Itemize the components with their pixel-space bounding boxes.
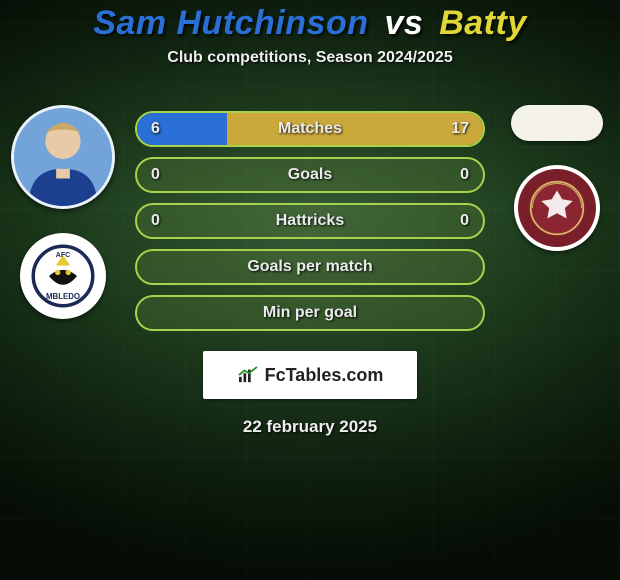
comparison-arena: MBLEDO AFC 6 Matches 17 0 Goals 0 0 Hattricks 0 G… [0, 111, 620, 437]
content: Sam Hutchinson vs Batty Club competition… [0, 0, 620, 437]
stat-value-right: 17 [451, 120, 469, 138]
stat-value-right: 0 [460, 212, 469, 230]
player1-avatar [11, 105, 115, 209]
title-player2: Batty [439, 4, 527, 42]
brand-text: FcTables.com [265, 365, 384, 386]
date: 22 february 2025 [0, 417, 620, 437]
player1-club-crest: MBLEDO AFC [20, 233, 106, 319]
player2-avatar-placeholder [511, 105, 603, 141]
stat-rows: 6 Matches 17 0 Goals 0 0 Hattricks 0 Goals per ma… [135, 111, 485, 331]
stat-label: Min per goal [263, 304, 357, 322]
brand-box: FcTables.com [203, 351, 417, 399]
chart-icon [237, 366, 259, 384]
stat-label: Matches [278, 120, 342, 138]
title-player1: Sam Hutchinson [93, 4, 368, 42]
right-column [502, 105, 612, 251]
title-vs: vs [384, 4, 423, 42]
player2-club-crest [514, 165, 600, 251]
left-column: MBLEDO AFC [8, 105, 118, 319]
stat-value-left: 0 [151, 166, 160, 184]
stat-fill-right [227, 113, 483, 145]
subtitle: Club competitions, Season 2024/2025 [0, 49, 620, 67]
stat-row: 0 Hattricks 0 [135, 203, 485, 239]
stat-row: Goals per match [135, 249, 485, 285]
stat-value-left: 0 [151, 212, 160, 230]
stat-label: Goals per match [247, 258, 372, 276]
stat-row: Min per goal [135, 295, 485, 331]
svg-text:MBLEDO: MBLEDO [46, 292, 80, 301]
stat-value-right: 0 [460, 166, 469, 184]
stat-row: 6 Matches 17 [135, 111, 485, 147]
stat-label: Goals [288, 166, 332, 184]
svg-text:AFC: AFC [56, 252, 70, 259]
stat-label: Hattricks [276, 212, 344, 230]
page-title: Sam Hutchinson vs Batty [0, 4, 620, 43]
stat-row: 0 Goals 0 [135, 157, 485, 193]
stat-value-left: 6 [151, 120, 160, 138]
